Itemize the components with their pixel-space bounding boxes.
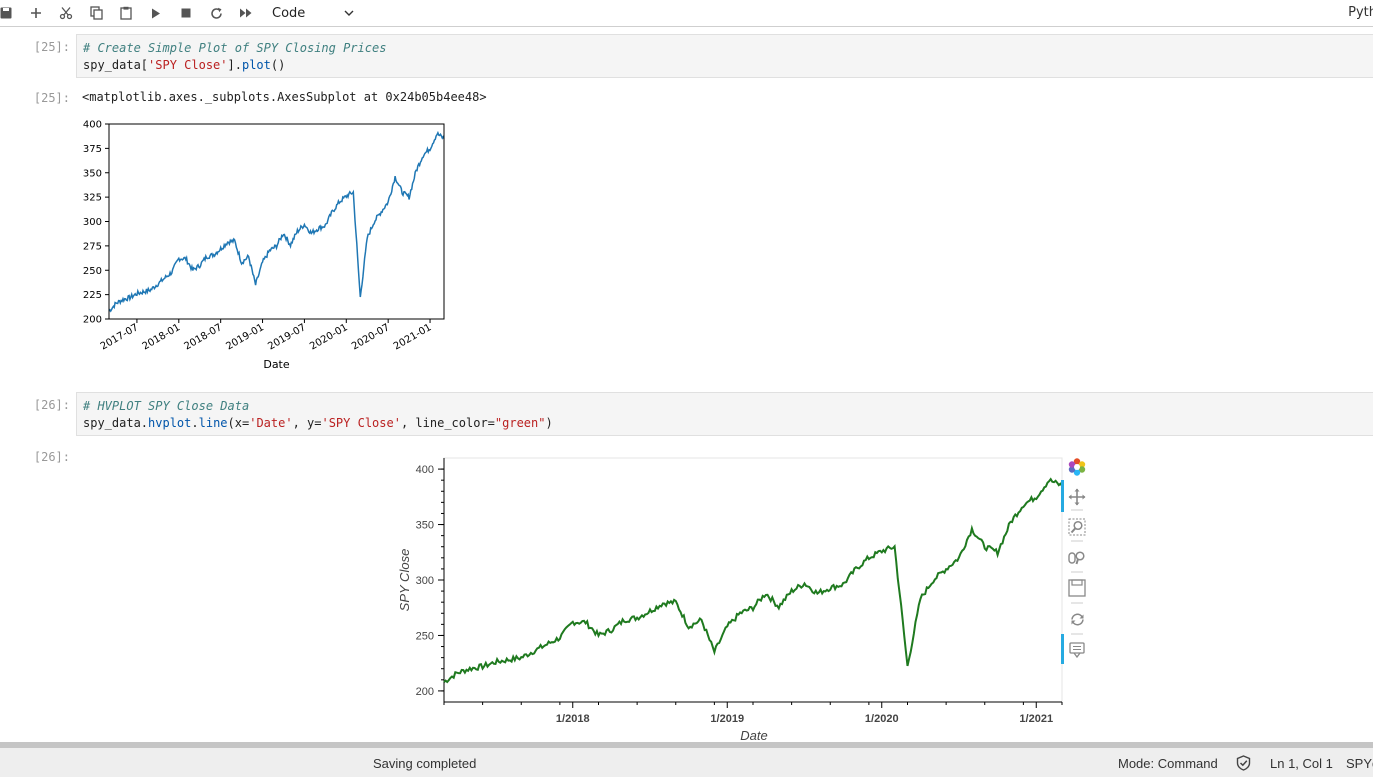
restart-icon[interactable]	[206, 3, 226, 23]
x-tick-label: 2020-07	[350, 322, 392, 352]
y-tick-label: 200	[83, 315, 102, 326]
code-token: ].	[227, 58, 242, 72]
copy-icon[interactable]	[86, 3, 106, 23]
code-token: spy_data[	[83, 58, 149, 72]
input-prompt: [25]:	[33, 40, 70, 54]
y-tick-label: 250	[83, 266, 102, 277]
y-tick-label: 300	[83, 217, 102, 228]
code-comment: # HVPLOT SPY Close Data	[83, 399, 249, 413]
code-comment: # Create Simple Plot of SPY Closing Pric…	[83, 41, 386, 55]
code-string: "green"	[494, 416, 546, 430]
plot-frame	[108, 123, 445, 320]
pan-icon[interactable]	[1065, 485, 1089, 509]
output-prompt: [25]:	[33, 91, 70, 105]
chevron-down-icon	[344, 10, 354, 16]
wheel-zoom-icon[interactable]	[1065, 546, 1089, 570]
code-cell-input[interactable]: # Create Simple Plot of SPY Closing Pric…	[76, 34, 1373, 78]
series-line	[108, 130, 445, 313]
save-status: Saving completed	[373, 756, 477, 771]
output-prompt: [26]:	[33, 450, 70, 464]
file-name: SPYdata	[1346, 756, 1373, 771]
code-function: hvplot	[148, 416, 192, 430]
kernel-name[interactable]: Pyth	[1348, 5, 1373, 20]
notebook-toolbar: Code Pyth	[0, 0, 1373, 27]
x-tick-label: 1/2019	[710, 713, 744, 725]
x-tick-label: 2018-01	[141, 322, 183, 352]
run-icon[interactable]	[146, 3, 166, 23]
x-tick-label: 1/2020	[865, 713, 899, 725]
code-string: 'Date'	[249, 416, 293, 430]
x-tick-label: 1/2021	[1019, 713, 1053, 725]
code-line: spy_data.hvplot.line(x='Date', y='SPY Cl…	[83, 416, 553, 430]
cell-type-select[interactable]: Code	[272, 3, 354, 23]
mode-indicator[interactable]: Mode: Command	[1118, 756, 1218, 771]
x-tick-label: 2019-07	[266, 322, 308, 352]
code-token: , y=	[292, 416, 322, 430]
code-token: spy_data.	[83, 416, 149, 430]
x-tick-label: 1/2018	[556, 713, 590, 725]
cell-type-label: Code	[272, 5, 306, 21]
y-tick-label: 300	[416, 575, 434, 587]
bokeh-logo-icon[interactable]	[1065, 455, 1089, 479]
restart-run-all-icon[interactable]	[236, 3, 256, 23]
code-token: .	[191, 416, 199, 430]
code-token: )	[545, 416, 553, 430]
code-string: 'SPY Close'	[148, 58, 228, 72]
save-icon[interactable]	[0, 3, 16, 23]
y-tick-label: 225	[83, 290, 102, 301]
stop-icon[interactable]	[176, 3, 196, 23]
y-tick-label: 275	[83, 241, 102, 252]
save-icon[interactable]	[1065, 576, 1089, 600]
output-text: <matplotlib.axes._subplots.AxesSubplot a…	[82, 90, 487, 104]
series-line	[443, 477, 1063, 684]
add-cell-icon[interactable]	[26, 3, 46, 23]
y-tick-label: 375	[83, 144, 102, 155]
code-token: (x=	[227, 416, 250, 430]
y-tick-label: 350	[83, 168, 102, 179]
x-tick-label: 2021-01	[392, 322, 434, 352]
reset-icon[interactable]	[1065, 607, 1089, 631]
code-string: 'SPY Close'	[321, 416, 401, 430]
x-tick-label: 2019-01	[224, 322, 266, 352]
paste-icon[interactable]	[116, 3, 136, 23]
y-tick-label: 400	[416, 464, 434, 476]
x-tick-label: 2020-01	[308, 322, 350, 352]
code-token: , line_color=	[400, 416, 495, 430]
plot-frame	[443, 457, 1063, 703]
toolbar-accent	[1061, 480, 1064, 512]
y-tick-label: 400	[83, 120, 102, 131]
cut-icon[interactable]	[56, 3, 76, 23]
comment-text: # Create Simple Plot of SPY Closing Pric…	[83, 41, 387, 55]
code-function: line	[198, 416, 228, 430]
x-tick-label: 2018-07	[182, 322, 224, 352]
code-token: ()	[270, 58, 286, 72]
comment-text: # HVPLOT SPY Close Data	[83, 399, 250, 413]
code-cell-input[interactable]: # HVPLOT SPY Close Data spy_data.hvplot.…	[76, 392, 1373, 436]
shield-check-icon[interactable]	[1236, 755, 1251, 774]
y-tick-label: 325	[83, 193, 102, 204]
toolbar-accent	[1061, 634, 1064, 664]
y-tick-label: 350	[416, 520, 434, 532]
box-zoom-icon[interactable]	[1065, 515, 1089, 539]
x-tick-label: 2017-07	[99, 322, 141, 352]
x-axis-label: Date	[740, 728, 767, 743]
x-axis-label: Date	[263, 358, 290, 371]
status-bar: Saving completed Mode: Command Ln 1, Col…	[0, 742, 1373, 777]
code-line: spy_data['SPY Close'].plot()	[83, 58, 285, 72]
code-function: plot	[241, 58, 271, 72]
input-prompt: [26]:	[33, 398, 70, 412]
hover-icon[interactable]	[1065, 638, 1089, 662]
y-axis-label: SPY Close	[397, 549, 412, 612]
cursor-position[interactable]: Ln 1, Col 1	[1270, 756, 1333, 771]
y-tick-label: 250	[416, 630, 434, 642]
y-tick-label: 200	[416, 686, 434, 698]
